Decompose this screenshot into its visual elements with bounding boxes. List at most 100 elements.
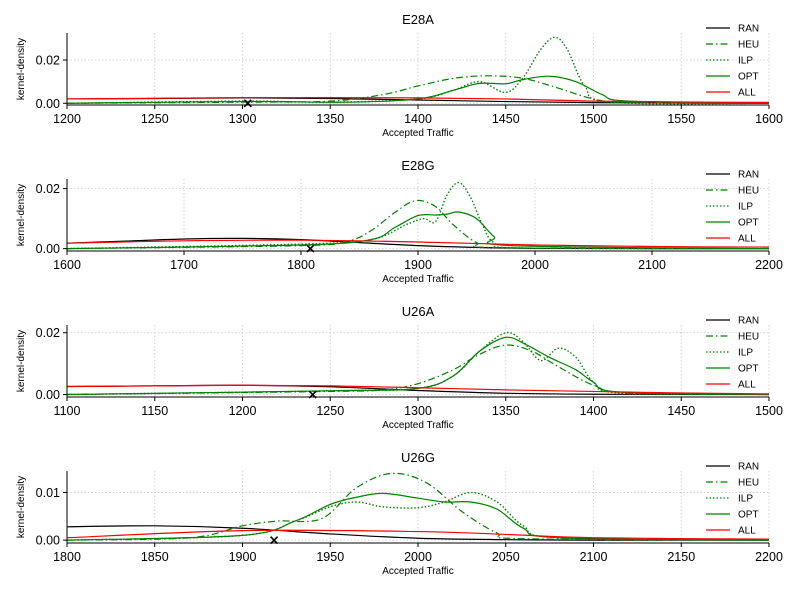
x-axis-label: Accepted Traffic <box>382 274 454 285</box>
legend-label-ran: RAN <box>738 170 759 181</box>
x-tick-label: 1200 <box>53 112 81 126</box>
legend: RAN HEU ILP OPT ALL <box>706 316 759 391</box>
x-marker <box>243 99 252 108</box>
x-tick-label: 1250 <box>316 404 344 418</box>
x-tick-label: 1800 <box>287 258 315 272</box>
y-axis-label: kernel-density <box>16 38 27 100</box>
x-tick-label: 2200 <box>755 258 783 272</box>
panel-e28a: 1200 1250 1300 1350 1400 1450 1500 1550 1600 0.00… <box>16 12 783 139</box>
legend-label-ran: RAN <box>738 316 759 327</box>
legend-label-all: ALL <box>738 234 756 245</box>
y-tick-label: 0.02 <box>36 54 60 68</box>
x-tick-label: 1800 <box>53 550 81 564</box>
x-tick-label: 1500 <box>755 404 783 418</box>
series-group <box>67 36 769 105</box>
y-axis-label: kernel-density <box>16 330 27 392</box>
series-line-all <box>67 529 769 540</box>
x-tick-label: 1350 <box>492 404 520 418</box>
x-tick-label: 1900 <box>404 258 432 272</box>
legend-label-all: ALL <box>738 88 756 99</box>
x-tick-label: 1900 <box>229 550 257 564</box>
panel-u26a: 1100 1150 1200 1250 1300 1350 1400 1450 1500 0.00… <box>16 304 783 431</box>
x-tick-label: 1150 <box>141 404 168 418</box>
series-line-heu <box>67 344 769 396</box>
x-tick-label: 1600 <box>755 112 783 126</box>
x-axis-label: Accepted Traffic <box>382 128 454 139</box>
x-tick-label: 1450 <box>492 112 520 126</box>
panel-title: U26A <box>402 304 435 319</box>
y-axis-label: kernel-density <box>16 476 27 538</box>
x-tick-label: 2200 <box>755 550 783 564</box>
series-group <box>67 331 769 396</box>
legend-label-ilp: ILP <box>738 56 753 67</box>
x-tick-label: 1550 <box>667 112 695 126</box>
series-line-all <box>67 239 769 248</box>
legend-label-heu: HEU <box>738 478 759 489</box>
x-tick-label: 1400 <box>404 112 432 126</box>
legend: RAN HEU ILP OPT ALL <box>706 462 759 537</box>
x-axis-label: Accepted Traffic <box>382 566 454 577</box>
x-tick-label: 1400 <box>580 404 608 418</box>
series-line-heu <box>67 199 769 250</box>
series-line-all <box>67 96 769 104</box>
series-line-ilp <box>67 181 769 250</box>
y-tick-label: 0.00 <box>36 534 60 548</box>
x-axis-label: Accepted Traffic <box>382 420 454 431</box>
x-tick-label: 1100 <box>54 404 81 418</box>
series-line-all <box>67 384 769 395</box>
y-tick-label: 0.00 <box>36 97 60 111</box>
legend: RAN HEU ILP OPT ALL <box>706 24 759 99</box>
legend-label-all: ALL <box>738 526 756 537</box>
panel-title: E28A <box>402 12 434 27</box>
y-tick-label: 0.02 <box>36 182 60 196</box>
series-group <box>67 472 769 541</box>
x-tick-label: 1700 <box>170 258 198 272</box>
y-axis-label: kernel-density <box>16 184 27 246</box>
legend-label-ran: RAN <box>738 462 759 473</box>
legend-label-ilp: ILP <box>738 348 753 359</box>
legend-label-opt: OPT <box>738 218 759 229</box>
panel-u26g: 1800 1850 1900 1950 2000 2050 2100 2150 2200 0.00… <box>16 450 783 577</box>
series-line-heu <box>67 472 769 541</box>
x-tick-label: 2000 <box>404 550 432 564</box>
x-tick-label: 1250 <box>141 112 169 126</box>
x-marker <box>270 536 279 545</box>
series-line-opt <box>67 336 769 396</box>
legend-label-ilp: ILP <box>738 494 753 505</box>
x-tick-label: 1850 <box>141 550 169 564</box>
panel-title: E28G <box>401 158 434 173</box>
x-tick-label: 1300 <box>404 404 432 418</box>
panel-e28g: 1600 1700 1800 1900 2000 2100 2200 0.00 0.02 E28G… <box>16 158 783 285</box>
series-line-opt <box>67 75 769 104</box>
legend-label-ran: RAN <box>738 24 759 35</box>
legend-label-all: ALL <box>738 380 756 391</box>
legend-label-opt: OPT <box>738 510 759 521</box>
legend-label-opt: OPT <box>738 72 759 83</box>
x-tick-label: 1200 <box>229 404 257 418</box>
x-tick-label: 2150 <box>667 550 695 564</box>
x-tick-label: 2100 <box>580 550 608 564</box>
y-tick-label: 0.00 <box>36 242 60 256</box>
legend-label-heu: HEU <box>738 332 759 343</box>
legend-label-opt: OPT <box>738 364 759 375</box>
y-tick-label: 0.02 <box>36 326 60 340</box>
series-line-ilp <box>67 331 769 396</box>
legend-label-ilp: ILP <box>738 202 753 213</box>
y-tick-label: 0.00 <box>36 388 60 402</box>
x-tick-label: 2100 <box>638 258 666 272</box>
y-tick-label: 0.01 <box>36 486 60 500</box>
legend-label-heu: HEU <box>738 40 759 51</box>
x-tick-label: 1950 <box>316 550 344 564</box>
x-tick-label: 1350 <box>316 112 344 126</box>
series-group <box>67 181 769 250</box>
x-tick-label: 1500 <box>580 112 608 126</box>
x-tick-label: 2000 <box>521 258 549 272</box>
x-tick-label: 2050 <box>492 550 520 564</box>
legend: RAN HEU ILP OPT ALL <box>706 170 759 245</box>
x-tick-label: 1600 <box>53 258 81 272</box>
series-line-opt <box>67 492 769 541</box>
x-tick-label: 1450 <box>667 404 695 418</box>
legend-label-heu: HEU <box>738 186 759 197</box>
panel-title: U26G <box>401 450 435 465</box>
